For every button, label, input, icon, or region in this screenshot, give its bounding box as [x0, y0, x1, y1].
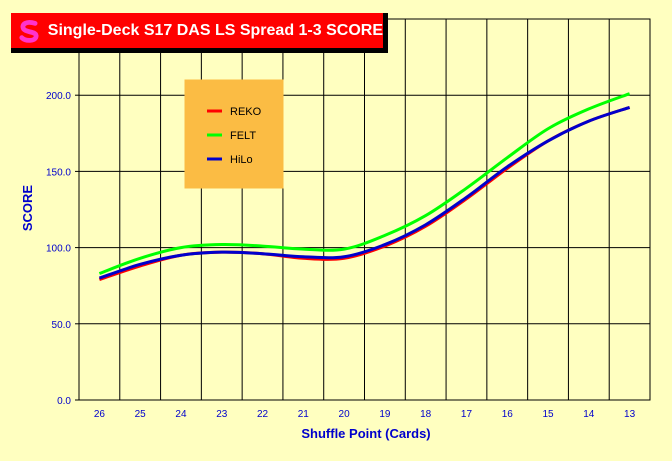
x-tick-label: 21: [298, 409, 310, 420]
x-tick-label: 14: [583, 409, 595, 420]
x-tick-label: 17: [461, 409, 473, 420]
legend-label-hilo: HiLo: [230, 154, 253, 166]
chart-title: Single-Deck S17 DAS LS Spread 1-3 SCORE: [47, 21, 383, 39]
y-tick-label: 0.0: [57, 396, 71, 407]
y-tick-label: 50.0: [52, 320, 72, 331]
x-tick-label: 22: [257, 409, 269, 420]
legend-label-reko: REKO: [230, 106, 262, 118]
title-shadow: Single-Deck S17 DAS LS Spread 1-3 SCORE: [11, 13, 388, 53]
legend-box: [184, 79, 284, 189]
x-tick-label: 25: [135, 409, 147, 420]
x-tick-label: 15: [542, 409, 554, 420]
x-tick-label: 26: [94, 409, 106, 420]
x-tick-labels: 26 25 24 23 22 21 20 19 18 17 16 15 14 13: [94, 409, 636, 420]
y-axis-label: SCORE: [20, 185, 35, 232]
y-tick-label: 150.0: [46, 167, 71, 178]
x-tick-label: 18: [420, 409, 432, 420]
series-lines: [98, 92, 631, 282]
legend: REKO FELT HiLo: [184, 79, 284, 189]
title-banner: Single-Deck S17 DAS LS Spread 1-3 SCORE: [11, 13, 383, 48]
x-tick-label: 24: [175, 409, 187, 420]
x-axis-label: Shuffle Point (Cards): [301, 426, 430, 441]
legend-label-felt: FELT: [230, 130, 256, 142]
series-line-hilo: [98, 105, 631, 280]
x-tick-label: 16: [502, 409, 514, 420]
y-tick-label: 100.0: [46, 244, 71, 255]
series-line-felt: [98, 92, 631, 275]
grid: [79, 19, 650, 400]
logo-icon: [19, 19, 39, 43]
x-tick-label: 20: [339, 409, 351, 420]
x-tick-label: 19: [379, 409, 391, 420]
x-tick-label: 23: [216, 409, 228, 420]
y-tick-label: 200.0: [46, 91, 71, 102]
x-tick-label: 13: [624, 409, 636, 420]
